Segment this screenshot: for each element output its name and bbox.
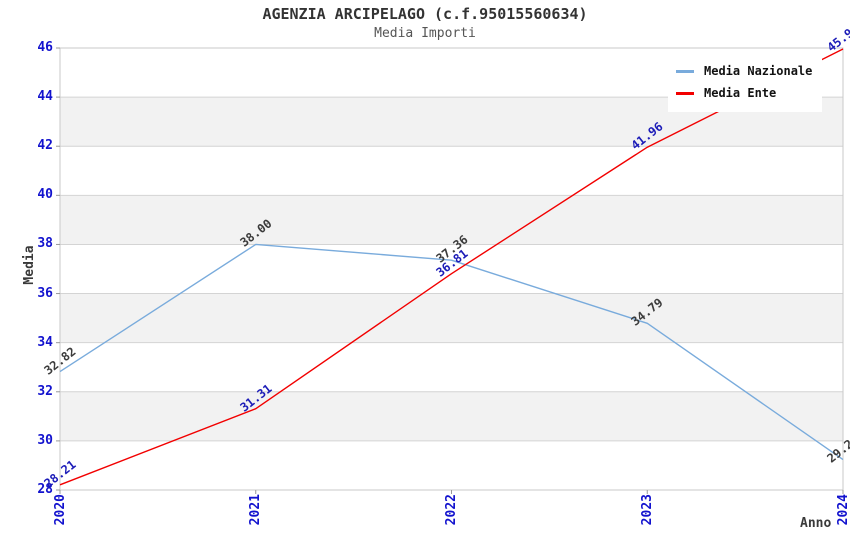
- legend-item-media-ente: Media Ente: [676, 82, 812, 104]
- x-axis-title: Anno: [800, 516, 832, 531]
- series-line-media-nazionale: [59, 243, 844, 461]
- grid-band: [60, 391, 843, 441]
- legend-label-ente: Media Ente: [704, 86, 777, 100]
- legend-line-marker-nazionale: [676, 69, 694, 73]
- chart-subtitle: Media Importi: [374, 26, 476, 41]
- legend-item-media-nazionale: Media Nazionale: [676, 60, 812, 82]
- legend-line-marker-ente: [676, 91, 694, 95]
- grid-band: [60, 293, 843, 343]
- legend-label-nazionale: Media Nazionale: [704, 64, 813, 78]
- chart-title: AGENZIA ARCIPELAGO (c.f.95015560634): [262, 5, 588, 23]
- series-line-media-ente: [59, 48, 844, 486]
- y-axis-title: Media: [22, 245, 37, 285]
- grid-band: [60, 195, 843, 245]
- legend: Media Nazionale Media Ente: [668, 52, 823, 112]
